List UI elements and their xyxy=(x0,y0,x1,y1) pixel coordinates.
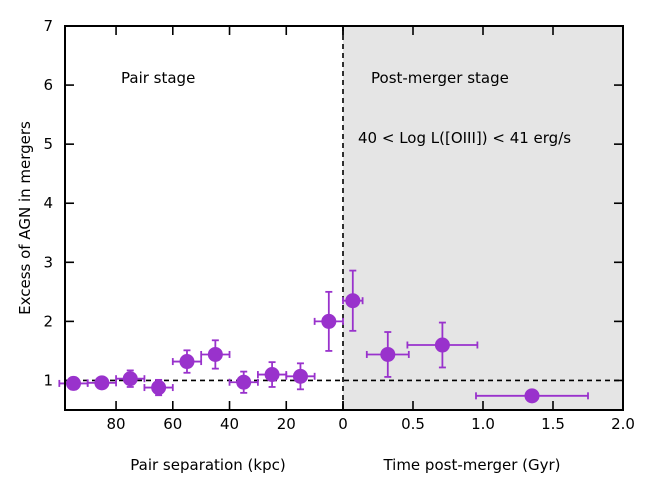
x-tick-label-pair: 80 xyxy=(107,415,126,433)
point-marker xyxy=(66,375,82,391)
point-marker xyxy=(122,371,138,387)
post-merger-point xyxy=(406,321,479,369)
point-marker xyxy=(321,313,337,329)
point-marker xyxy=(380,346,396,362)
luminosity-range-annotation: 40 < Log L([OIII]) < 41 erg/s xyxy=(358,129,571,147)
y-axis-label: Excess of AGN in mergers xyxy=(16,121,34,315)
point-marker xyxy=(179,354,195,370)
x-tick-label-pair: 20 xyxy=(277,415,296,433)
y-tick-label: 6 xyxy=(43,76,53,94)
x-axis-label-time-post-merger: Time post-merger (Gyr) xyxy=(382,456,560,474)
y-tick-label: 5 xyxy=(43,135,53,153)
x-tick-label-time: 0.5 xyxy=(401,415,425,433)
data-points xyxy=(58,269,589,404)
point-marker xyxy=(434,337,450,353)
pair-stage-point xyxy=(313,290,344,352)
point-marker xyxy=(236,374,252,390)
x-tick-label-pair: 60 xyxy=(163,415,182,433)
pair-stage-label: Pair stage xyxy=(121,69,195,87)
y-tick-label: 1 xyxy=(43,371,53,389)
pair-stage-point xyxy=(200,339,231,370)
point-marker xyxy=(264,367,280,383)
pair-stage-point xyxy=(171,349,203,374)
point-marker xyxy=(345,293,361,309)
point-marker xyxy=(151,380,167,396)
post-merger-point xyxy=(342,269,364,332)
pair-stage-point xyxy=(115,369,146,388)
pair-stage-point xyxy=(256,361,288,388)
pair-stage-point xyxy=(285,362,316,391)
post-merger-background xyxy=(343,26,623,410)
x-tick-label-time: 1.5 xyxy=(541,415,565,433)
pair-stage-point xyxy=(58,375,89,391)
axis-ticks: 1 2 3 4 5 6 7 80 60 40 20 0 0.5 1.0 1.5 2.0 xyxy=(43,17,634,433)
point-marker xyxy=(207,346,223,362)
pair-stage-point xyxy=(228,370,259,394)
plot-frame xyxy=(64,25,624,411)
x-tick-label-time: 1.0 xyxy=(471,415,495,433)
x-tick-label-time: 2.0 xyxy=(611,415,635,433)
pair-stage-point xyxy=(143,378,174,397)
point-marker xyxy=(94,375,110,391)
y-tick-label: 7 xyxy=(43,17,53,35)
point-marker xyxy=(292,368,308,384)
y-tick-label: 3 xyxy=(43,253,53,271)
post-merger-point xyxy=(365,331,410,378)
y-tick-label: 2 xyxy=(43,312,53,330)
pair-stage-point xyxy=(86,375,117,391)
x-axis-label-pair-separation: Pair separation (kpc) xyxy=(130,456,285,474)
x-tick-label-pair: 0 xyxy=(338,415,348,433)
post-merger-point xyxy=(475,388,589,404)
x-tick-label-pair: 40 xyxy=(220,415,239,433)
y-tick-label: 4 xyxy=(43,194,53,212)
post-merger-stage-label: Post-merger stage xyxy=(371,69,509,87)
point-marker xyxy=(524,388,540,404)
